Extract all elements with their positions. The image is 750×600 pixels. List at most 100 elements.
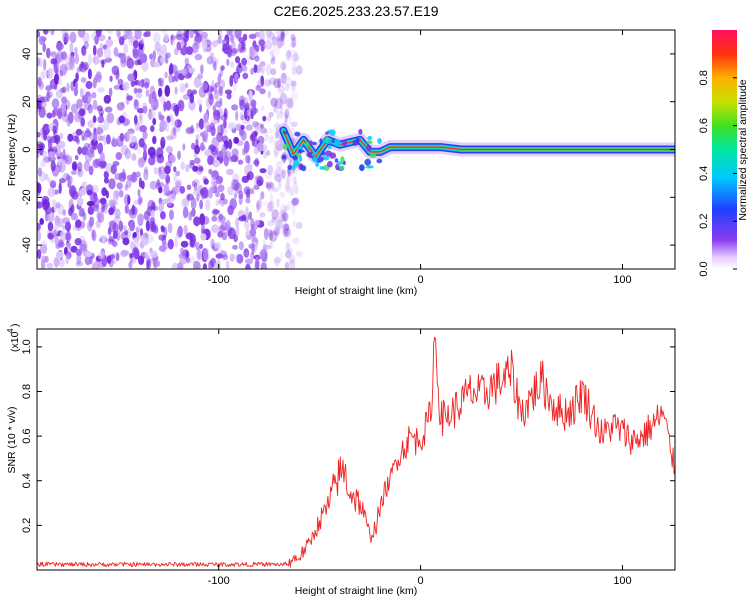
noise-blob	[103, 134, 107, 146]
noise-blob	[53, 73, 60, 85]
noise-blob	[260, 75, 265, 87]
noise-blob	[76, 67, 81, 73]
noise-blob	[106, 112, 115, 124]
trace-blob	[366, 144, 372, 152]
noise-blob	[282, 228, 289, 237]
spectrogram-noise-region	[37, 30, 303, 269]
noise-blob	[282, 63, 286, 72]
noise-blob	[125, 30, 133, 40]
noise-blob	[105, 190, 109, 199]
noise-blob	[250, 107, 259, 114]
noise-blob	[57, 140, 66, 149]
noise-blob	[231, 148, 239, 158]
noise-blob	[244, 220, 250, 231]
noise-blob	[202, 120, 210, 130]
noise-blob	[159, 126, 164, 133]
noise-blob	[91, 261, 100, 269]
noise-blob	[185, 82, 189, 89]
noise-blob	[135, 226, 140, 233]
noise-blob	[245, 124, 253, 131]
noise-blob	[37, 222, 41, 232]
noise-blob	[109, 75, 113, 82]
noise-blob	[200, 81, 208, 91]
noise-blob	[118, 189, 124, 198]
noise-blob	[62, 32, 70, 44]
noise-blob	[217, 124, 224, 136]
noise-blob	[262, 115, 267, 122]
noise-blob	[291, 197, 298, 207]
noise-blob	[215, 100, 223, 108]
noise-blob	[162, 198, 169, 205]
noise-blob	[214, 242, 222, 249]
noise-blob	[195, 126, 202, 132]
noise-blob	[211, 215, 218, 222]
noise-blob	[46, 263, 54, 269]
noise-blob	[131, 153, 137, 162]
snr-multiplier-base: (x10	[9, 331, 21, 352]
noise-blob	[195, 248, 203, 261]
noise-blob	[43, 130, 48, 141]
noise-blob	[190, 142, 196, 150]
y-tick-label: 20	[21, 96, 33, 108]
noise-blob	[275, 30, 284, 36]
noise-blob	[262, 150, 268, 159]
noise-blob	[137, 195, 142, 206]
noise-blob	[290, 41, 296, 48]
noise-blob	[159, 172, 167, 180]
colorbar-ticks: 0.0 0.2 0.4 0.6 0.8	[698, 70, 737, 277]
noise-blob	[137, 80, 144, 87]
noise-blob	[220, 222, 229, 231]
figure-title: C2E6.2025.233.23.57.E19	[273, 3, 438, 19]
noise-blob	[153, 32, 161, 44]
noise-blob	[237, 42, 244, 54]
noise-blob	[191, 89, 197, 95]
noise-blob	[82, 212, 87, 222]
noise-blob	[165, 145, 173, 154]
noise-blob	[241, 214, 247, 220]
noise-blob	[60, 102, 67, 112]
noise-blob	[37, 167, 43, 177]
noise-blob	[38, 106, 46, 118]
noise-blob	[276, 198, 280, 208]
noise-blob	[281, 32, 285, 43]
noise-blob	[269, 241, 273, 249]
noise-blob	[50, 182, 56, 189]
noise-blob	[43, 58, 47, 71]
noise-blob	[47, 232, 55, 240]
noise-blob	[244, 251, 249, 258]
noise-blob	[47, 177, 51, 184]
x-tick-label: 100	[613, 274, 631, 286]
noise-blob	[153, 61, 161, 68]
y-tick-label: 0	[21, 146, 33, 152]
noise-blob	[179, 82, 187, 94]
noise-blob	[275, 35, 284, 42]
noise-blob	[130, 80, 136, 87]
noise-blob	[267, 164, 274, 176]
trace-blob	[325, 131, 329, 135]
trace-blob	[282, 143, 288, 150]
noise-blob	[278, 178, 282, 190]
noise-blob	[126, 131, 134, 139]
noise-blob	[257, 135, 265, 145]
snr-panel: -100 0 100 0.2 0.4 0.6 0.8 1.0 Height of strai…	[6, 324, 676, 597]
noise-blob	[249, 133, 258, 142]
noise-blob	[147, 199, 155, 211]
noise-blob	[189, 92, 194, 104]
noise-blob	[279, 39, 285, 47]
noise-blob	[241, 57, 248, 66]
noise-blob	[97, 115, 105, 124]
noise-blob	[130, 141, 134, 147]
noise-blob	[171, 262, 179, 269]
noise-blob	[75, 248, 83, 256]
noise-blob	[164, 71, 168, 79]
noise-blob	[190, 124, 194, 134]
noise-blob	[37, 230, 42, 242]
trace-blob	[281, 155, 287, 160]
trace-blob	[338, 165, 345, 170]
noise-blob	[290, 80, 297, 87]
noise-blob	[194, 53, 203, 61]
noise-blob	[184, 57, 189, 65]
noise-blob	[58, 182, 62, 195]
noise-blob	[272, 36, 277, 46]
noise-blob	[168, 154, 176, 164]
